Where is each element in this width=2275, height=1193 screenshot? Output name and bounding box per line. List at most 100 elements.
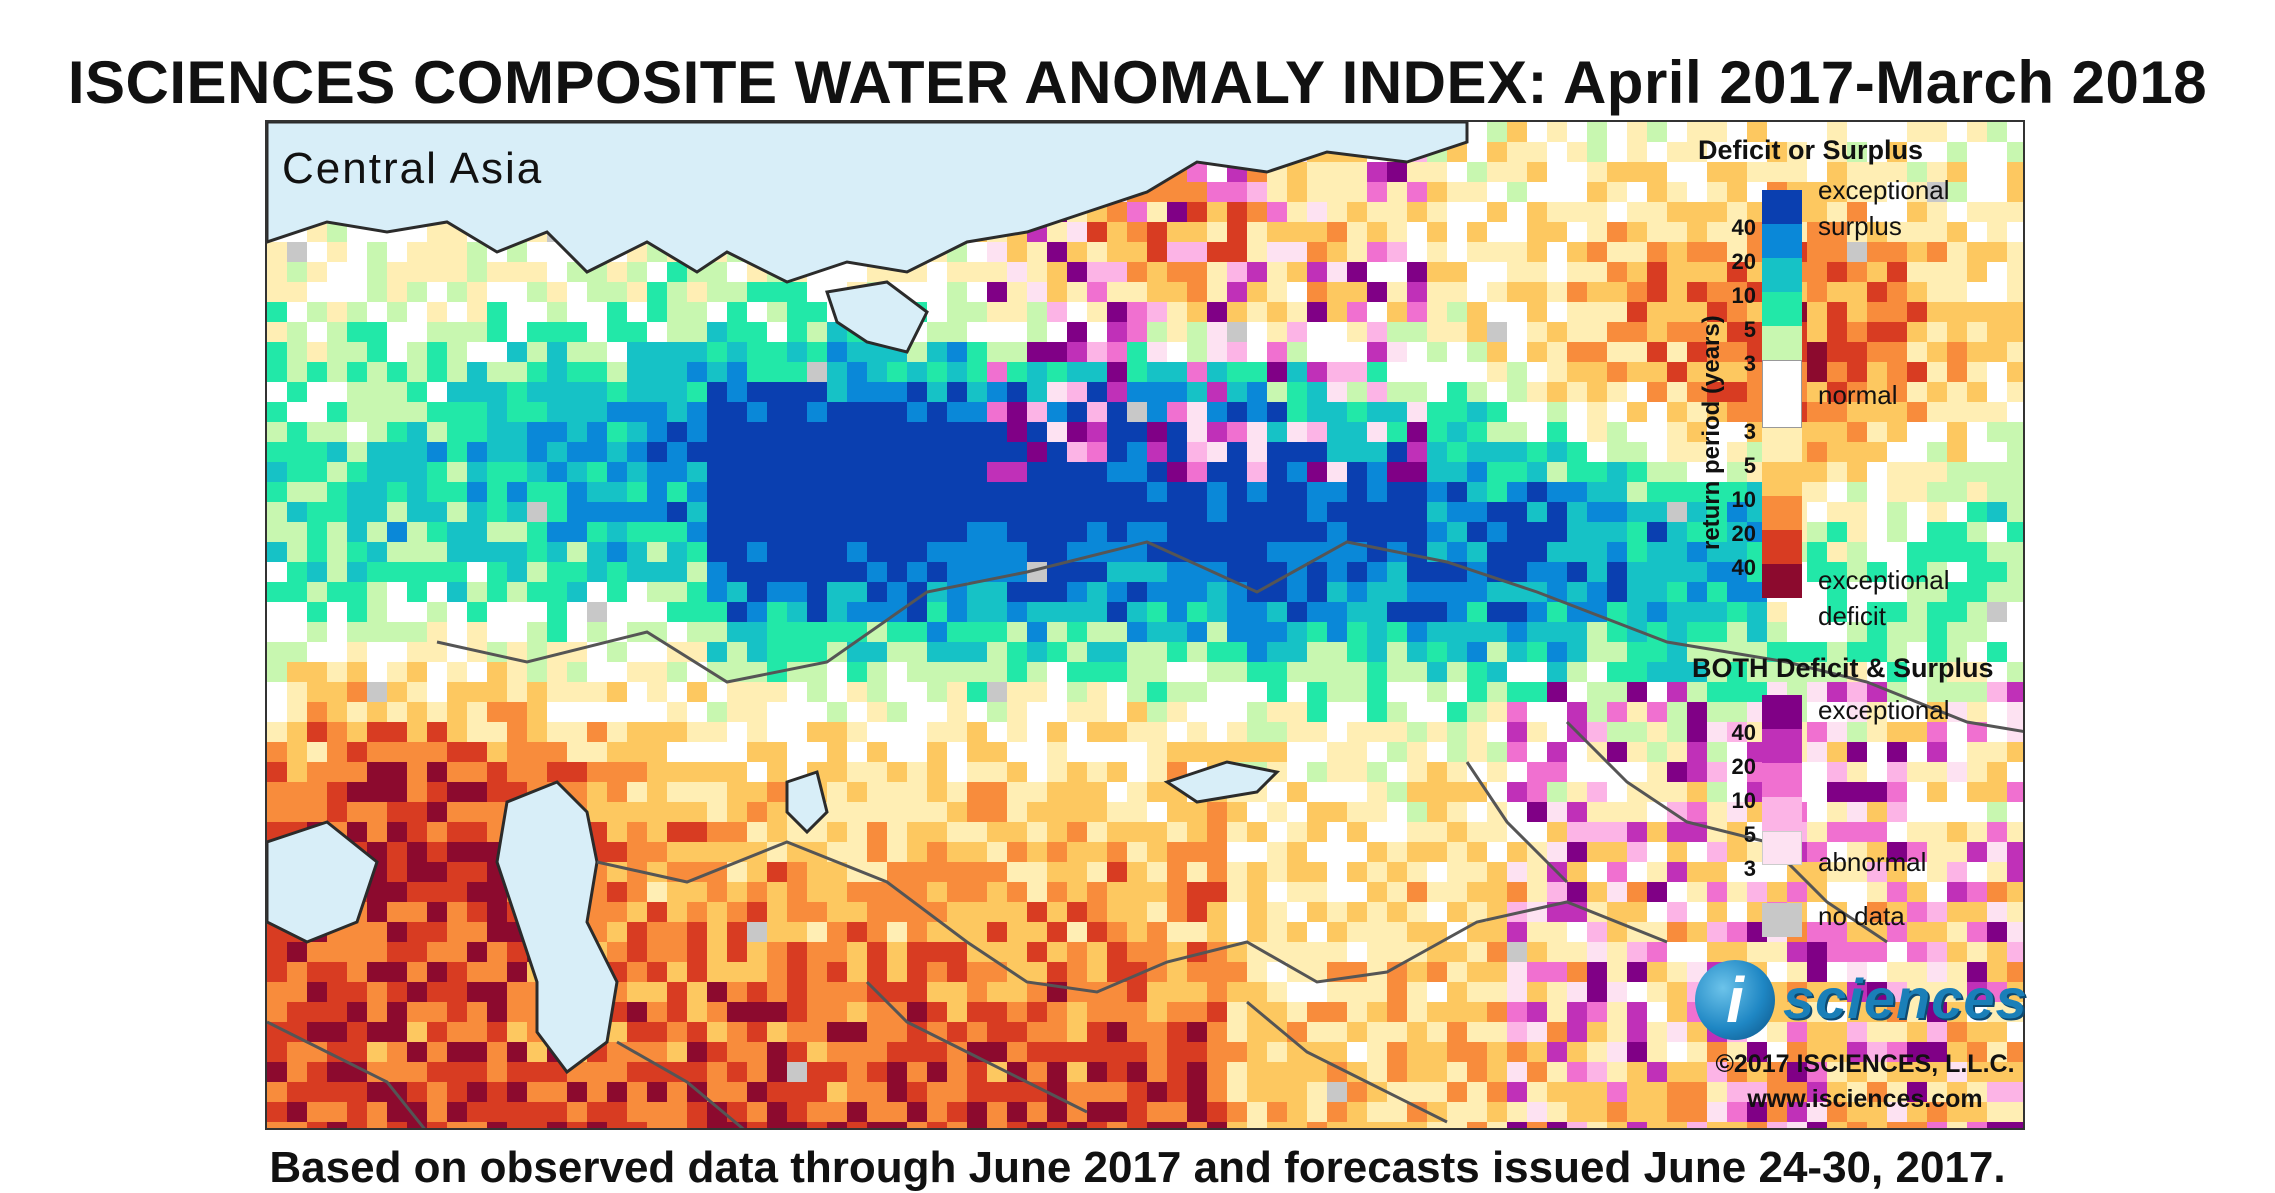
grid-cell — [587, 602, 607, 622]
grid-cell — [1507, 922, 1527, 942]
grid-cell — [1887, 722, 1907, 742]
grid-cell — [647, 1122, 667, 1128]
grid-cell — [1707, 522, 1727, 542]
grid-cell — [1767, 1122, 1787, 1128]
grid-cell — [907, 422, 927, 442]
grid-cell — [1467, 682, 1487, 702]
grid-cell — [367, 322, 387, 342]
grid-cell — [807, 1082, 827, 1102]
grid-cell — [307, 382, 327, 402]
grid-cell — [287, 1022, 307, 1042]
grid-cell — [1087, 302, 1107, 322]
grid-cell — [307, 402, 327, 422]
grid-cell — [1367, 202, 1387, 222]
grid-cell — [1727, 322, 1747, 342]
grid-cell — [1527, 222, 1547, 242]
grid-cell — [1827, 1062, 1847, 1082]
grid-cell — [1207, 902, 1227, 922]
grid-cell — [1507, 1042, 1527, 1062]
grid-cell — [707, 1062, 727, 1082]
grid-cell — [1607, 1102, 1627, 1122]
grid-cell — [407, 1082, 427, 1102]
grid-cell — [407, 642, 427, 662]
grid-cell — [1067, 902, 1087, 922]
grid-cell — [1787, 1022, 1807, 1042]
grid-cell — [1787, 1002, 1807, 1022]
grid-cell — [1507, 242, 1527, 262]
anomaly-map[interactable] — [267, 122, 2025, 1130]
grid-cell — [267, 942, 287, 962]
grid-cell — [827, 542, 847, 562]
grid-cell — [467, 782, 487, 802]
grid-cell — [707, 1082, 727, 1102]
grid-cell — [1647, 742, 1667, 762]
grid-cell — [1967, 222, 1987, 242]
grid-cell — [1347, 522, 1367, 542]
grid-cell — [1627, 542, 1647, 562]
grid-cell — [507, 622, 527, 642]
grid-cell — [1927, 782, 1947, 802]
grid-cell — [267, 962, 287, 982]
grid-cell — [287, 302, 307, 322]
grid-cell — [1187, 662, 1207, 682]
grid-cell — [1087, 1122, 1107, 1128]
grid-cell — [827, 722, 847, 742]
grid-cell — [1647, 262, 1667, 282]
grid-cell — [1407, 602, 1427, 622]
grid-cell — [627, 382, 647, 402]
grid-cell — [1867, 302, 1887, 322]
grid-cell — [1647, 482, 1667, 502]
grid-cell — [647, 262, 667, 282]
grid-cell — [1687, 242, 1707, 262]
grid-cell — [407, 502, 427, 522]
grid-cell — [627, 302, 647, 322]
grid-cell — [927, 622, 947, 642]
grid-cell — [1527, 782, 1547, 802]
grid-cell — [727, 962, 747, 982]
grid-cell — [1287, 642, 1307, 662]
grid-cell — [1827, 982, 1847, 1002]
grid-cell — [1427, 302, 1447, 322]
grid-cell — [1367, 282, 1387, 302]
grid-cell — [447, 522, 467, 542]
grid-cell — [767, 822, 787, 842]
grid-cell — [1867, 662, 1887, 682]
grid-cell — [327, 582, 347, 602]
grid-cell — [1507, 562, 1527, 582]
grid-cell — [627, 762, 647, 782]
grid-cell — [447, 402, 467, 422]
grid-cell — [1727, 122, 1747, 142]
grid-cell — [967, 1042, 987, 1062]
grid-cell — [1667, 662, 1687, 682]
grid-cell — [987, 762, 1007, 782]
grid-cell — [767, 742, 787, 762]
grid-cell — [1547, 902, 1567, 922]
grid-cell — [1107, 422, 1127, 442]
grid-cell — [1247, 322, 1267, 342]
grid-cell — [1227, 662, 1247, 682]
grid-cell — [1307, 302, 1327, 322]
website-link[interactable]: www.isciences.com — [1747, 1085, 1983, 1113]
grid-cell — [1227, 682, 1247, 702]
grid-cell — [1047, 822, 1067, 842]
grid-cell — [1367, 1002, 1387, 1022]
grid-cell — [407, 342, 427, 362]
grid-cell — [587, 342, 607, 362]
grid-cell — [1267, 622, 1287, 642]
grid-cell — [967, 1122, 987, 1128]
grid-cell — [2007, 482, 2023, 502]
grid-cell — [827, 702, 847, 722]
grid-cell — [1807, 482, 1827, 502]
grid-cell — [1087, 782, 1107, 802]
grid-cell — [1667, 542, 1687, 562]
grid-cell — [1647, 982, 1667, 1002]
grid-cell — [407, 862, 427, 882]
grid-cell — [1627, 642, 1647, 662]
grid-cell — [1387, 962, 1407, 982]
grid-cell — [527, 462, 547, 482]
grid-cell — [1407, 662, 1427, 682]
grid-cell — [1527, 482, 1547, 502]
grid-cell — [1147, 522, 1167, 542]
grid-cell — [1167, 1102, 1187, 1122]
grid-cell — [887, 1022, 907, 1042]
